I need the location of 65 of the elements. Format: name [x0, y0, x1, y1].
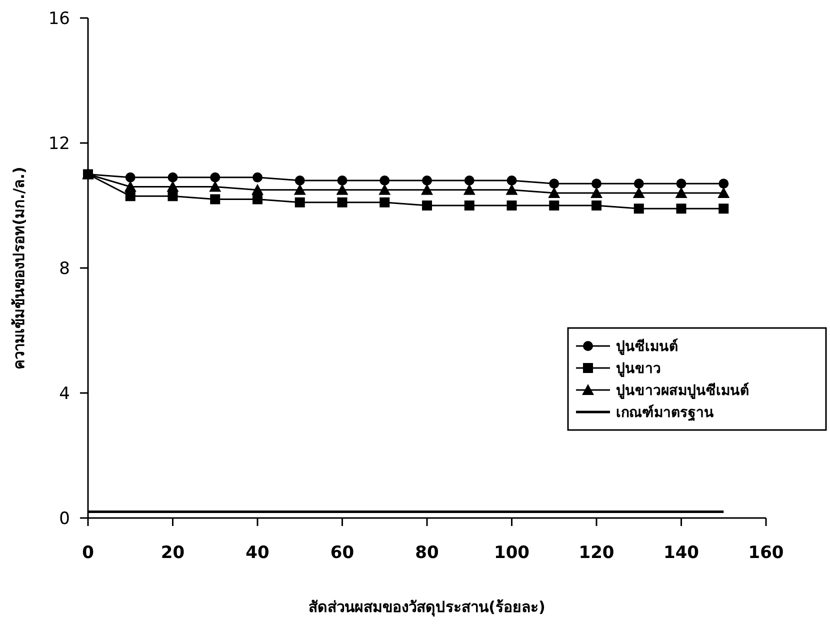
point	[549, 200, 560, 210]
x-tick-label: 120	[578, 543, 614, 563]
point	[209, 180, 222, 192]
x-axis-title: สัดส่วนผสมของวัสดุประสาน(ร้อยละ)	[308, 598, 546, 617]
point	[718, 204, 729, 214]
point	[252, 172, 262, 182]
point	[422, 200, 432, 210]
point	[210, 194, 220, 204]
point	[168, 172, 178, 182]
x-tick-label: 20	[160, 543, 185, 563]
point	[380, 176, 390, 186]
point	[421, 184, 433, 195]
point	[337, 176, 348, 186]
legend-label: ปูนซีเมนต์	[616, 338, 678, 355]
y-axis-title: ความเข้มข้นของปรอท(มก./ล.)	[10, 166, 28, 370]
point	[464, 176, 474, 186]
point	[252, 184, 264, 195]
point	[252, 194, 262, 204]
y-tick-label: 4	[59, 384, 70, 404]
x-tick-label: 140	[664, 543, 700, 563]
point	[549, 178, 560, 189]
point	[506, 184, 518, 195]
point	[380, 197, 390, 208]
y-tick-label: 8	[59, 259, 70, 279]
point	[294, 176, 305, 186]
point	[592, 178, 602, 189]
legend-label: เกณฑ์มาตรฐาน	[616, 404, 714, 422]
point	[506, 200, 517, 210]
point	[718, 178, 729, 189]
x-tick-label: 0	[82, 543, 94, 563]
y-tick-label: 12	[48, 134, 70, 154]
point	[676, 178, 686, 189]
point	[463, 184, 476, 195]
point	[590, 187, 602, 198]
point	[125, 172, 136, 182]
y-tick-label: 16	[48, 9, 70, 29]
point	[676, 204, 686, 214]
point	[124, 180, 136, 192]
point	[634, 204, 644, 214]
point	[336, 184, 348, 195]
x-tick-label: 40	[246, 543, 270, 563]
point	[675, 187, 688, 198]
x-tick-label: 100	[494, 543, 530, 563]
point	[337, 197, 348, 208]
y-tick-label: 0	[59, 509, 70, 529]
point	[168, 191, 178, 202]
legend-label: ปูนขาวผสมปูนซีเมนต์	[616, 382, 749, 399]
x-tick-label: 160	[748, 543, 784, 563]
point	[506, 176, 517, 186]
point	[210, 172, 220, 182]
point	[294, 197, 305, 208]
point	[632, 187, 645, 198]
point	[718, 187, 730, 198]
point	[294, 184, 306, 195]
point	[166, 180, 179, 192]
point	[422, 176, 432, 186]
x-tick-label: 80	[415, 543, 439, 563]
point	[125, 191, 136, 202]
point	[378, 184, 391, 195]
legend-label: ปูนขาว	[616, 361, 661, 377]
point	[592, 200, 602, 210]
point	[464, 200, 474, 210]
x-tick-label: 60	[330, 543, 354, 563]
point	[634, 178, 644, 189]
point	[548, 187, 560, 198]
